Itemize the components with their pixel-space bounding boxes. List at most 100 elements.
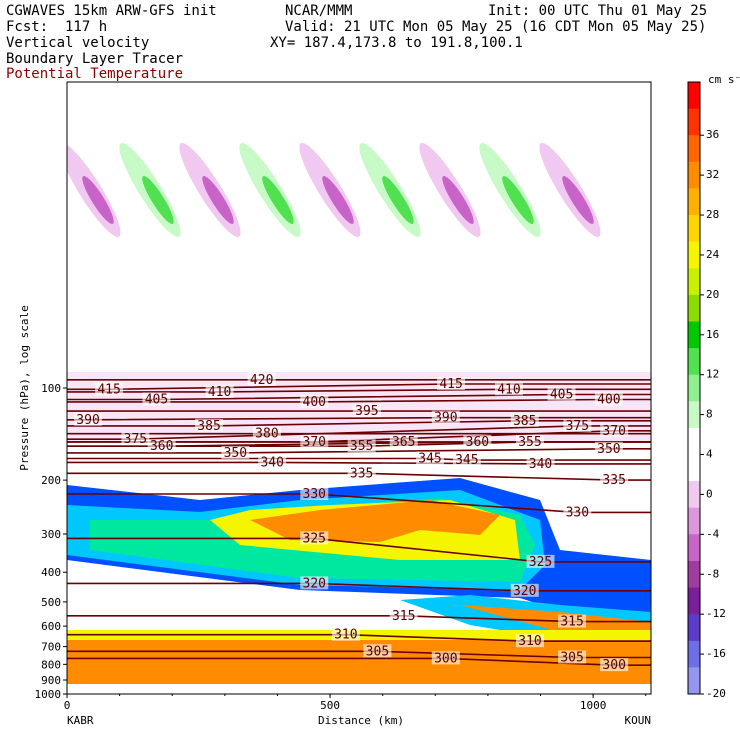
colorbar-swatch <box>688 82 700 110</box>
theta-contour-label: 325 <box>303 531 326 546</box>
colorbar-tick-label: 32 <box>706 168 719 181</box>
colorbar-swatch <box>688 321 700 349</box>
colorbar-tick-label: 36 <box>706 128 719 141</box>
wave-core <box>562 176 594 224</box>
colorbar-swatch <box>688 294 700 322</box>
colorbar-swatch <box>688 374 700 402</box>
theta-label-bg <box>221 445 250 459</box>
theta-contour-label: 360 <box>466 435 489 450</box>
theta-contour-label: 390 <box>434 411 457 426</box>
y-tick-label: 800 <box>41 658 61 671</box>
colorbar-swatch <box>688 188 700 216</box>
colorbar-swatch <box>688 614 700 642</box>
theta-contour-label: 400 <box>597 392 620 407</box>
theta-label-bg <box>526 456 555 470</box>
y-tick-label: 400 <box>41 566 61 579</box>
theta-label-bg <box>205 384 234 398</box>
y-tick-label: 900 <box>41 674 61 687</box>
theta-contour-label: 330 <box>566 505 589 520</box>
colorbar-tick-label: -8 <box>706 567 719 580</box>
y-tick-label: 500 <box>41 596 61 609</box>
theta-label-bg <box>142 392 171 406</box>
contour-labels: 300 300 305 305 310 310 315 315 320 320 325 325 330 3… <box>74 372 629 673</box>
theta-label-bg <box>547 387 576 401</box>
y-tick-label: 300 <box>41 528 61 541</box>
x-tick-label: 1000 <box>580 699 607 712</box>
theta-contour-label: 330 <box>303 487 326 502</box>
header-valid: Valid: 21 UTC Mon 05 May 25 (16 CDT Mon … <box>285 19 707 35</box>
theta-contour-line <box>67 388 651 393</box>
colorbar-tick-label: 28 <box>706 208 719 221</box>
wave-core <box>142 176 174 224</box>
theta-contour-label: 385 <box>197 419 220 434</box>
theta-contour-label: 335 <box>602 473 625 488</box>
colorbar-swatch <box>688 161 700 189</box>
theta-contour-label: 315 <box>560 615 583 630</box>
theta-label-bg <box>347 466 376 480</box>
theta-contour-label: 385 <box>513 414 536 429</box>
colorbar-tick-label: 24 <box>706 248 720 261</box>
theta-label-bg <box>594 392 623 406</box>
theta-label-bg <box>515 634 544 648</box>
theta-label-bg <box>300 434 329 448</box>
theta-contour-line <box>67 633 651 642</box>
wave-core <box>502 176 534 224</box>
theta-label-bg <box>558 614 587 628</box>
theta-contour-line <box>67 448 651 454</box>
theta-label-bg <box>95 382 124 396</box>
theta-label-bg <box>463 434 492 448</box>
theta-label-bg <box>600 658 629 672</box>
colorbar-tick-label: -20 <box>706 687 726 700</box>
theta-contour-label: 380 <box>255 427 278 442</box>
theta-label-bg <box>331 627 360 641</box>
theta-label-bg <box>452 453 481 467</box>
theta-contour-label: 325 <box>529 555 552 570</box>
theta-label-bg <box>563 418 592 432</box>
theta-contour-label: 310 <box>334 628 357 643</box>
theta-contour-label: 415 <box>439 377 462 392</box>
theta-label-bg <box>258 455 287 469</box>
theta-label-bg <box>300 394 329 408</box>
colorbar-swatch <box>688 640 700 668</box>
header-field2: Boundary Layer Tracer <box>6 51 184 67</box>
theta-label-bg <box>494 382 523 396</box>
theta-label-bg <box>526 554 555 568</box>
theta-contour-label: 345 <box>418 452 441 467</box>
theta-label-bg <box>347 439 376 453</box>
theta-contour-label: 335 <box>350 466 373 481</box>
theta-label-bg <box>515 434 544 448</box>
colorbar-tick-label: 4 <box>706 448 713 461</box>
theta-contour-label: 370 <box>602 424 625 439</box>
theta-contour-label: 375 <box>124 432 147 447</box>
colorbar-swatch <box>688 215 700 243</box>
colorbar-frame <box>687 81 701 695</box>
theta-label-bg <box>195 418 224 432</box>
theta-contour-label: 355 <box>350 439 373 454</box>
theta-contour-label: 410 <box>208 385 231 400</box>
colorbar-swatch <box>688 534 700 562</box>
theta-contour-label: 340 <box>260 455 283 470</box>
colorbar-tick-label: 0 <box>706 487 713 500</box>
theta-label-bg <box>363 644 392 658</box>
theta-contour-line <box>67 650 651 659</box>
theta-contour-label: 415 <box>97 382 120 397</box>
colorbar-tick-label: -16 <box>706 647 726 660</box>
colorbar-tick-label: 8 <box>706 408 713 421</box>
theta-contour-label: 375 <box>566 419 589 434</box>
theta-label-bg <box>594 441 623 455</box>
colorbar-tick-label: 20 <box>706 288 719 301</box>
theta-label-bg <box>247 372 276 386</box>
y-tick-label: 700 <box>41 641 61 654</box>
y-axis-label: Pressure (hPa), log scale <box>18 305 31 471</box>
theta-label-bg <box>74 412 103 426</box>
theta-contour-line <box>67 582 651 592</box>
theta-contour-label: 350 <box>597 442 620 457</box>
colorbar-swatch <box>688 587 700 615</box>
colorbar-swatch <box>688 561 700 589</box>
theta-label-bg <box>121 432 150 446</box>
theta-contour-line <box>67 472 651 481</box>
theta-contour-line <box>67 398 651 403</box>
header-model: CGWAVES 15km ARW-GFS init <box>6 3 217 19</box>
header-init: Init: 00 UTC Thu 01 May 25 <box>488 3 708 19</box>
